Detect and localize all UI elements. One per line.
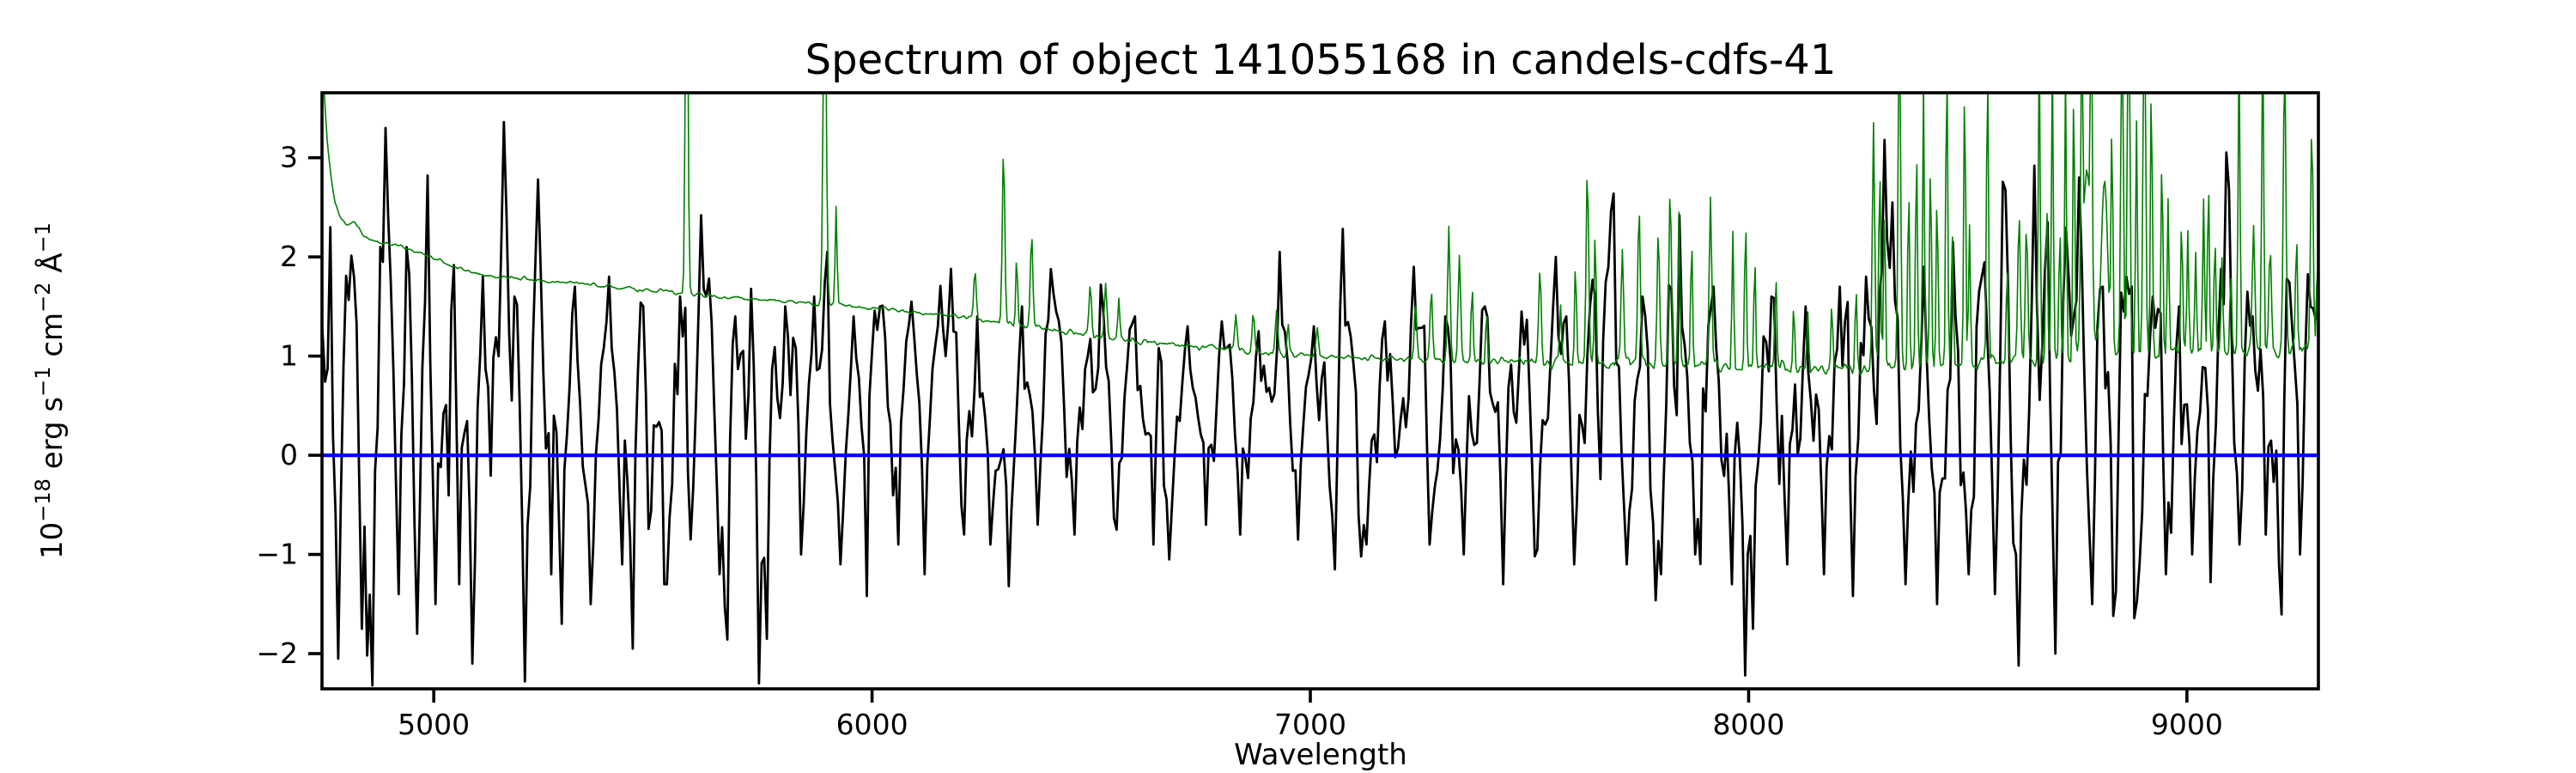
x-tick-label: 9000 <box>2151 708 2223 741</box>
plot-title: Spectrum of object 141055168 in candels-… <box>805 36 1837 84</box>
y-axis-ticks: −2 −1 0 1 2 3 <box>256 141 322 670</box>
x-axis-ticks: 5000 6000 7000 8000 9000 <box>398 689 2223 741</box>
y-tick-label: 3 <box>280 141 298 174</box>
y-axis-label: 10−18​ erg s−1​ cm−2​ Å−1​ <box>31 222 70 559</box>
x-tick-label: 5000 <box>398 708 470 741</box>
y-tick-label: 2 <box>280 240 298 273</box>
sky-noise-line <box>323 93 2318 376</box>
x-axis-label: Wavelength <box>1234 738 1407 772</box>
axes-border <box>320 91 2320 691</box>
data-series-group <box>322 93 2318 687</box>
y-tick-label: 0 <box>280 438 298 472</box>
x-tick-label: 7000 <box>1274 708 1346 741</box>
y-tick-label: −1 <box>256 538 298 571</box>
y-tick-label: −2 <box>256 636 298 670</box>
y-tick-label: 1 <box>280 339 298 373</box>
x-tick-label: 6000 <box>836 708 908 741</box>
x-tick-label: 8000 <box>1712 708 1784 741</box>
